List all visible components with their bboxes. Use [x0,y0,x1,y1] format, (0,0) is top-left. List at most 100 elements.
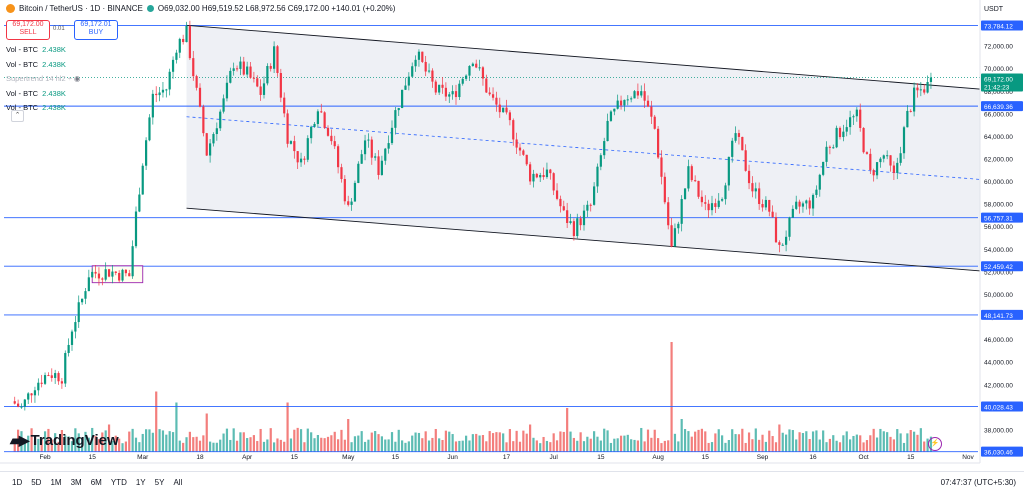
indicator-row[interactable]: Supertrend 14 hl2 ÷ ◉ [6,74,81,84]
range-all[interactable]: All [173,478,183,487]
volume-bar [522,430,525,452]
candle-body [535,173,538,178]
candle-body [249,66,252,78]
collapse-indicators-button[interactable]: ⌃ [11,110,24,122]
last-price-label: 69,172.00 [984,77,1013,84]
volume-bar [111,440,114,452]
candle-body [279,73,282,98]
volume-bar [872,428,875,452]
candle-body [862,127,865,153]
volume-bar [124,441,127,452]
volume-bar [845,431,848,452]
volume-bar [795,439,798,452]
range-1m[interactable]: 1M [50,478,62,487]
candle-body [886,155,889,157]
volume-bar [714,433,717,452]
price-tick-label: 38,000.00 [984,427,1013,434]
volume-bar [20,431,23,452]
currency-label[interactable]: USDT [984,6,1004,13]
time-tick-label: 15 [89,454,97,461]
volume-bar [869,435,872,452]
candle-body [879,158,882,163]
candle-body [899,153,902,163]
indicator-row[interactable]: Vol - BTC 2.438K [6,59,66,69]
indicator-row[interactable]: Vol - BTC 2.438K [6,103,66,113]
time-tick-label: Nov [962,454,974,461]
range-5y[interactable]: 5Y [154,478,165,487]
volume-bar [158,429,161,452]
volume-bar [424,431,427,452]
time-tick-label: Jun [447,454,458,461]
candle-body [552,173,555,191]
volume-bar [653,429,656,452]
sell-button[interactable]: 69,172.00 SELL [6,20,50,40]
candle-body [667,202,670,226]
volume-bar [37,438,40,452]
candle-body [259,86,262,95]
indicator-row[interactable]: Vol - BTC 2.438K [6,45,66,54]
volume-bar [899,433,902,452]
buy-label: BUY [88,29,104,36]
candle-body [37,382,40,391]
last-price-tag [981,73,1023,92]
volume-bar [488,431,491,452]
range-1y[interactable]: 1Y [135,478,146,487]
alert-icon[interactable]: ⚡ [928,437,942,451]
volume-bar [296,427,299,452]
volume-bar [289,438,293,452]
candle-body [235,68,239,70]
buy-button[interactable]: 69,172.01 BUY [74,20,118,40]
volume-bar [859,435,862,452]
volume-bar [475,433,478,452]
candle-body [545,169,549,178]
candle-body [111,271,114,277]
candle-body [269,65,272,69]
candle-body [603,141,606,156]
candle-body [768,199,771,212]
candle-body [47,375,50,377]
candle-body [114,271,117,273]
candle-body [774,217,778,243]
level-price-label: 73,784.12 [984,23,1013,30]
candle-body [646,100,650,107]
clock[interactable]: 07:47:37 (UTC+5:30) [940,478,1016,487]
volume-bar [535,440,538,452]
volume-bar [569,431,572,452]
candle-body [148,117,151,141]
volume-bar [741,428,744,452]
volume-bar [788,429,791,452]
eye-icon[interactable]: ◉ [73,74,81,84]
candle-body [764,199,767,208]
range-6m[interactable]: 6M [90,478,102,487]
candle-body [616,100,619,109]
volume-bar [128,431,131,452]
indicator-row[interactable]: Vol - BTC 2.438K [6,88,66,98]
candle-body [882,155,885,159]
volume-bar [165,434,168,452]
candle-body [717,200,720,207]
range-ytd[interactable]: YTD [110,478,127,487]
candle-body [390,127,394,144]
candle-body [653,116,656,129]
price-chart[interactable]: 38,000.0040,000.0042,000.0044,000.0046,0… [0,0,1024,471]
candle-body [822,161,825,175]
level-price-tag [981,101,1023,112]
volume-bar [623,435,626,452]
candle-body [353,182,357,202]
candle-body [417,51,421,60]
candle-body [663,176,666,203]
candle-body [872,170,875,176]
range-1d[interactable]: 1D [12,478,23,487]
candle-body [303,158,306,160]
candle-body [579,218,582,226]
volume-bar [438,438,441,452]
channel-lower-line [186,207,1016,275]
candle-body [576,218,579,236]
volume-bar [835,440,838,452]
channel-upper-line [186,24,1016,93]
volume-bar [232,428,235,452]
candle-body [811,194,815,209]
range-5d[interactable]: 5D [31,478,42,487]
candle-body [276,46,279,74]
range-3m[interactable]: 3M [70,478,82,487]
